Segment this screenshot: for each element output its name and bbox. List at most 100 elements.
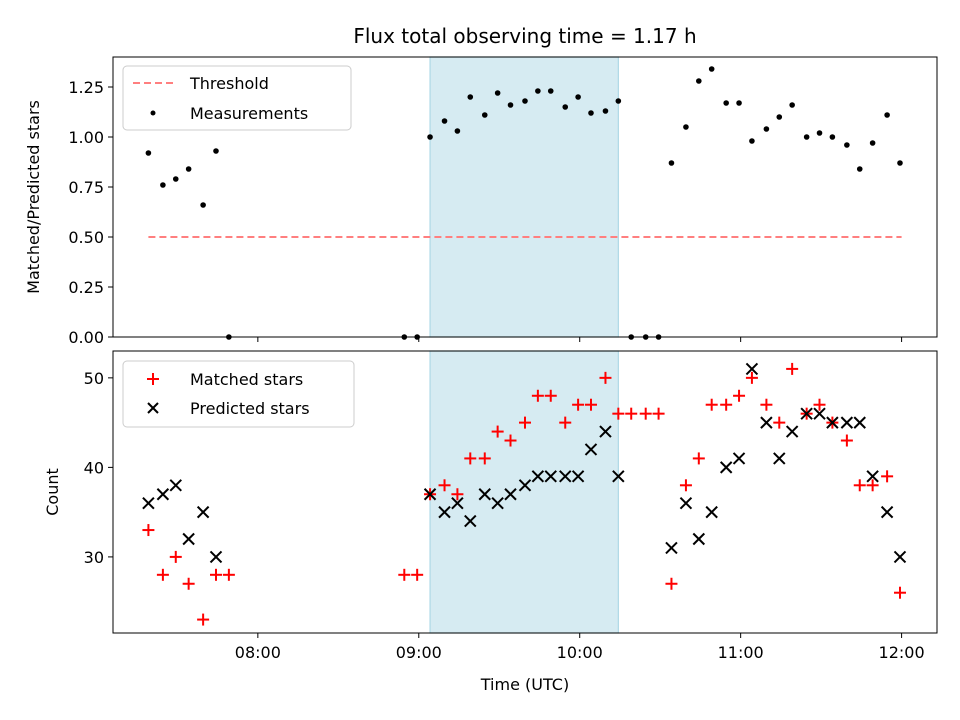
measurement-point [897,160,903,166]
top-y-tick-label: 1.25 [68,78,104,97]
top-y-tick-label: 0.25 [68,278,104,297]
matched-star-point [519,416,531,429]
legend-matched-marker [147,373,159,385]
predicted-star-point [156,488,170,501]
matched-star-point [169,550,182,563]
measurement-point [789,102,795,108]
measurement-point [535,88,541,94]
matched-star-point [559,416,572,429]
matched-star-point [853,479,866,492]
measurement-point [547,88,554,94]
bottom-legend: Matched stars Predicted stars [122,360,355,428]
measurement-point [507,102,514,108]
bottom-y-tick-label: 40 [84,458,104,477]
top-legend: Threshold Measurements [122,65,352,131]
matched-star-point [142,524,155,537]
matched-star-point [210,568,222,581]
matched-star-point [652,407,665,420]
predicted-star-point [544,470,557,483]
x-tick-label: 09:00 [396,643,442,662]
legend-threshold-label: Threshold [189,74,269,93]
x-tick-label: 11:00 [718,643,764,662]
predicted-star-point [531,470,545,483]
x-tick-label: 10:00 [557,643,603,662]
predicted-star-point [559,470,572,483]
predicted-star-point [438,505,451,519]
matched-star-point [745,371,758,384]
measurement-point [723,100,729,106]
matched-star-point [398,568,411,581]
top-y-tick-label: 1.00 [68,128,104,147]
predicted-star-point [169,479,182,492]
matched-star-point [840,434,853,447]
matched-star-point [504,434,517,447]
matched-star-point [612,407,625,420]
predicted-star-point [893,550,907,564]
predicted-star-point [209,550,223,564]
predicted-star-point [665,541,678,555]
predicted-star-point [478,488,491,501]
measurement-point [575,94,581,100]
predicted-star-point [732,452,746,465]
bottom-y-tick-label: 50 [84,369,104,388]
predicted-star-point [840,416,854,429]
measurement-point [185,166,192,172]
predicted-star-point [800,407,813,420]
measurement-point [776,114,783,120]
measurement-point [749,138,755,144]
top-y-tick-label: 0.50 [68,228,104,247]
predicted-star-point [464,514,477,528]
observing-window-shade [429,350,619,634]
legend-predicted-marker [147,402,159,414]
top-legend-box [122,65,352,131]
measurement-point [602,108,609,114]
matched-star-point [893,586,906,599]
measurement-point [844,142,850,148]
measurement-point [494,90,501,96]
measurement-point [172,176,179,182]
predicted-star-point [866,470,879,483]
predicted-star-point [773,452,786,465]
predicted-star-point [785,425,799,438]
matched-star-point [572,398,585,411]
x-tick-label: 12:00 [879,643,925,662]
predicted-star-point [571,470,585,483]
predicted-star-point [491,496,504,510]
matched-star-point [491,425,504,438]
top-panel: 0.00 0.25 0.50 0.75 1.00 1.25 Flux total obse… [24,24,938,347]
bottom-y-axis-label: Count [43,468,62,516]
matched-star-point [639,407,652,420]
predicted-star-point [679,496,693,510]
predicted-star-point [504,488,517,501]
matched-star-point [478,452,491,465]
matched-star-point [182,577,195,590]
measurement-point [869,140,876,146]
x-axis-label: Time (UTC) [480,675,569,694]
measurement-point [884,112,890,118]
matched-star-point [692,452,705,465]
measurement-point [467,94,474,100]
legend-measurement-marker [150,110,156,116]
predicted-star-point [584,443,598,456]
bottom-axes-frame [112,350,938,634]
matched-star-point [584,398,597,411]
matched-star-point [760,398,773,411]
predicted-star-point [760,416,773,429]
predicted-star-point [142,496,155,510]
matched-star-point [411,568,424,581]
bottom-y-tick-label: 30 [84,548,104,567]
matched-star-point [156,568,169,581]
predicted-star-point [518,479,532,492]
matched-star-point [705,398,718,411]
matched-star-point [881,470,894,483]
predicted-star-point [813,407,826,420]
measurement-point [668,160,675,166]
measurement-point [427,134,433,140]
matched-star-point [786,362,799,375]
matched-star-point [197,613,210,626]
matched-star-point [222,568,235,581]
matched-star-point [438,479,451,492]
measurement-point [736,100,742,106]
measurement-point [683,124,689,130]
legend-measurements-label: Measurements [190,104,308,123]
